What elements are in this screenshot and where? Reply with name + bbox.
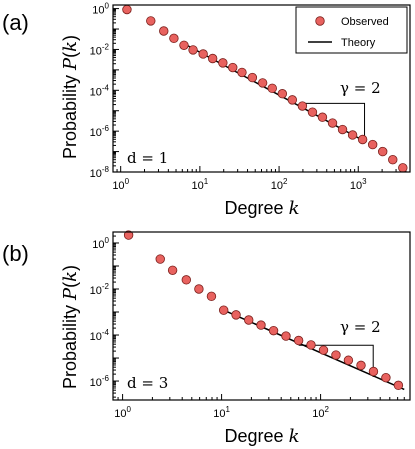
observed-point <box>398 163 408 173</box>
legend-box <box>295 6 408 54</box>
y-axis-label-a: Probability P(k) <box>60 35 81 159</box>
observed-point <box>256 320 266 330</box>
x-axis-label-a: Degree k <box>225 198 300 219</box>
gamma-annotation-a: γ = 2 <box>340 79 381 97</box>
observed-point <box>337 124 348 135</box>
x-tick-label: 103 <box>350 177 367 192</box>
observed-point <box>393 380 404 391</box>
slope-triangle <box>298 344 374 377</box>
panel-a: (a) 100 101 102 103 100 10-2 10-4 10-6 10-8 Prob… <box>2 2 411 219</box>
y-tick-label: 100 <box>92 2 109 17</box>
observed-point <box>123 230 134 240</box>
y-tick-label: 10-2 <box>90 42 110 57</box>
observed-point <box>257 78 268 88</box>
y-tick-label: 10-6 <box>90 124 110 139</box>
observed-point <box>293 335 304 346</box>
observed-point <box>347 130 358 140</box>
legend: Observed Theory <box>295 6 408 54</box>
observed-point <box>368 366 379 377</box>
observed-point <box>146 16 156 26</box>
observed-point <box>218 58 228 68</box>
dimension-annotation-a: d = 1 <box>127 149 168 167</box>
observed-point <box>287 95 298 105</box>
observed-point <box>343 355 354 365</box>
legend-marker-observed <box>315 16 325 26</box>
observed-point <box>388 155 398 165</box>
theory-line <box>223 309 405 391</box>
observed-point <box>228 62 238 73</box>
observed-point <box>267 83 277 94</box>
observed-point <box>181 275 191 285</box>
observed-point <box>357 134 368 145</box>
observed-point <box>327 118 338 128</box>
panel-label-b: (b) <box>2 241 29 266</box>
observed-point <box>194 284 204 294</box>
y-tick-label: 10-2 <box>90 282 110 297</box>
observed-point <box>306 340 316 350</box>
observed-point <box>231 310 241 320</box>
observed-point <box>356 360 366 371</box>
y-tick-label: 10-6 <box>90 374 110 389</box>
panel-b: (b) 100 101 102 100 10-2 10-4 10-6 Probability… <box>2 230 411 447</box>
x-tick-label: 100 <box>114 405 131 420</box>
observed-point <box>206 291 217 302</box>
legend-theory: Theory <box>341 37 376 49</box>
observed-point <box>247 72 258 83</box>
observed-point <box>159 26 169 36</box>
x-tick-label: 100 <box>112 177 129 192</box>
observed-point <box>218 305 229 315</box>
dimension-annotation-b: d = 3 <box>127 374 168 392</box>
observed-point <box>179 40 189 50</box>
plot-area-b <box>123 230 405 391</box>
x-tick-label: 101 <box>213 405 230 420</box>
observed-point <box>155 254 165 264</box>
legend-observed: Observed <box>341 16 389 28</box>
gamma-annotation-b: γ = 2 <box>340 318 381 336</box>
observed-point <box>122 4 132 15</box>
observed-point <box>378 146 388 157</box>
observed-point <box>277 89 288 99</box>
observed-point <box>237 67 247 78</box>
observed-point <box>244 315 254 325</box>
observed-point <box>169 33 179 44</box>
observed-point <box>207 53 218 64</box>
observed-point <box>318 345 329 355</box>
plot-frame-a <box>112 4 411 173</box>
observed-point <box>367 139 378 150</box>
observed-point <box>307 107 318 117</box>
x-tick-label: 102 <box>271 177 288 192</box>
y-tick-label: 10-8 <box>90 165 110 180</box>
panel-label-a: (a) <box>2 10 29 35</box>
plot-frame-b <box>112 231 411 401</box>
observed-point <box>188 45 198 55</box>
observed-point <box>167 265 178 275</box>
y-axis-label-b: Probability P(k) <box>60 265 81 389</box>
plot-area-a <box>122 4 408 173</box>
observed-point <box>297 101 308 111</box>
observed-point <box>281 331 291 341</box>
x-tick-label: 101 <box>192 177 209 192</box>
y-tick-label: 10-4 <box>90 83 110 98</box>
observed-point <box>331 350 341 360</box>
observed-point <box>381 372 391 383</box>
y-tick-label: 100 <box>92 236 109 251</box>
observed-point <box>268 325 279 336</box>
observed-point <box>317 112 328 122</box>
x-axis-label-b: Degree k <box>225 426 300 447</box>
x-tick-label: 102 <box>312 405 329 420</box>
slope-triangle <box>299 102 366 142</box>
y-tick-label: 10-4 <box>90 328 110 343</box>
observed-point <box>198 49 208 59</box>
ticks-a: 100 101 102 103 100 10-2 10-4 10-6 10-8 <box>90 2 407 192</box>
